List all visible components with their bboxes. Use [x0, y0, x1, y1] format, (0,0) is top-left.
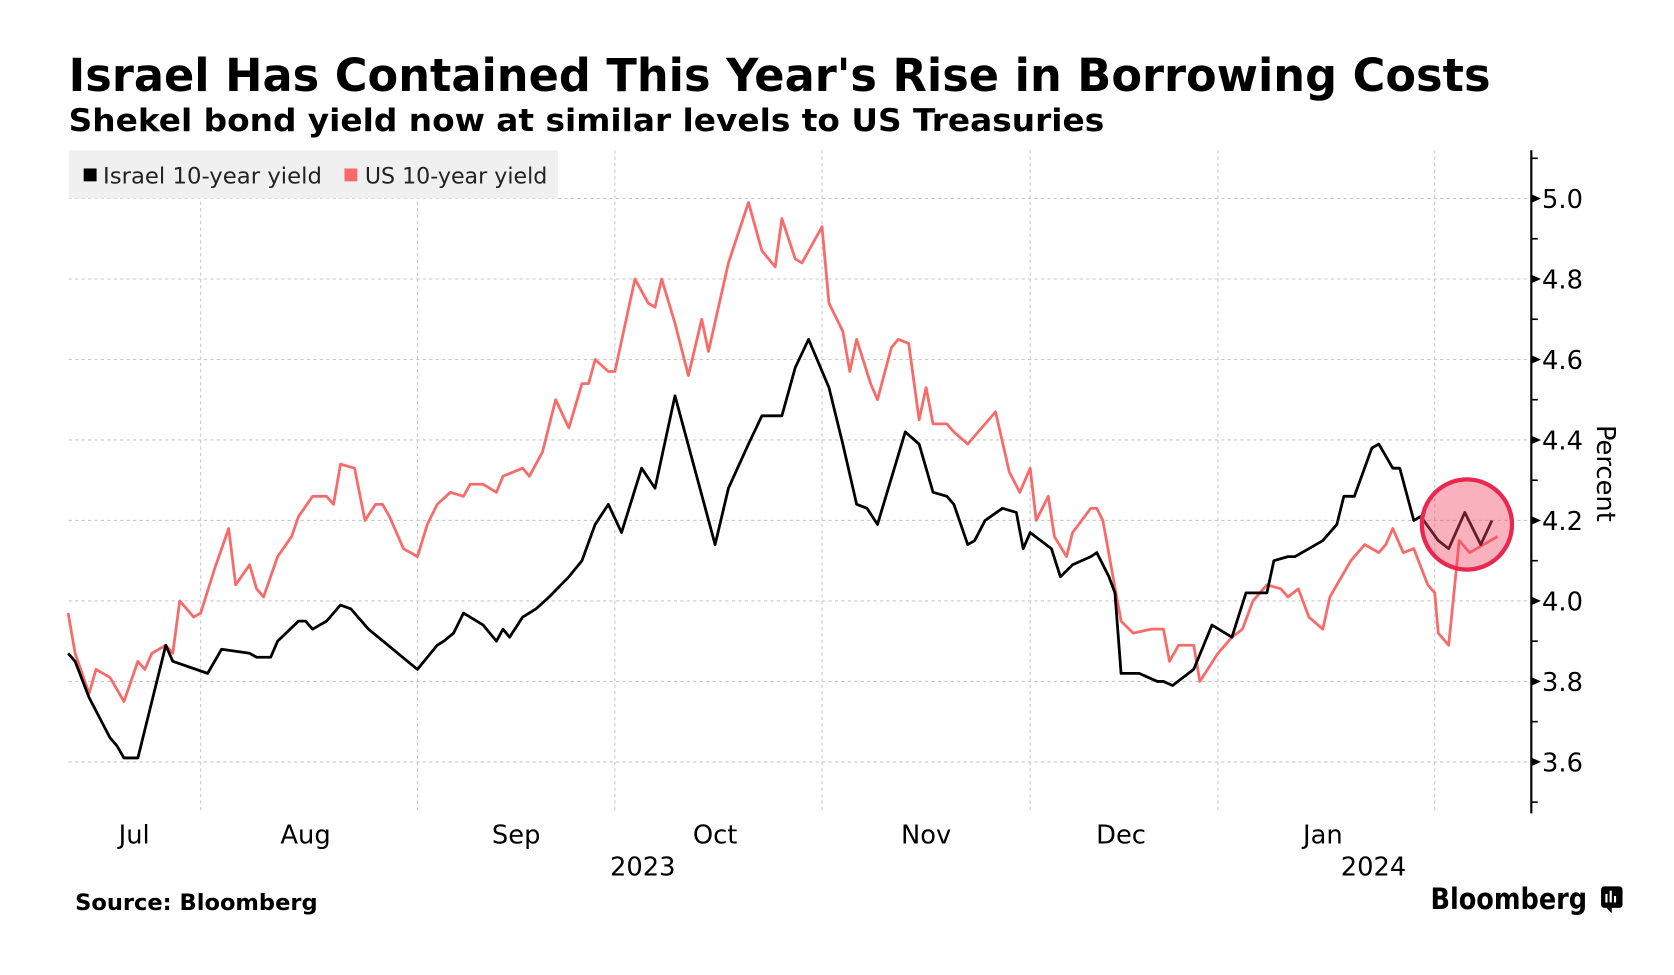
x-tick-label: Nov: [901, 820, 951, 850]
y-axis-label: Percent: [1590, 425, 1620, 522]
y-tick-label: 3.8: [1542, 668, 1583, 698]
x-year-label: 2024: [1341, 853, 1407, 883]
x-tick-label: Jan: [1301, 820, 1343, 850]
annotations: [1419, 477, 1515, 572]
y-tick-label: 3.6: [1542, 749, 1583, 779]
legend-label-israel: Israel 10-year yield: [103, 164, 322, 190]
gridlines: [68, 150, 1532, 814]
y-major-tick: [1531, 757, 1541, 767]
x-axis: Jul Aug Sep Oct Nov Dec Jan 2023 2024: [117, 820, 1407, 882]
x-tick-label: Dec: [1096, 820, 1146, 850]
x-tick-label: Oct: [693, 820, 738, 850]
legend-swatch-us: [344, 168, 358, 182]
x-year-label: 2023: [610, 853, 676, 883]
chart-subtitle: Shekel bond yield now at similar levels …: [69, 103, 1105, 139]
y-tick-label: 4.0: [1542, 588, 1583, 618]
bloomberg-logo-icon: [1601, 886, 1623, 914]
x-tick-label: Sep: [492, 820, 541, 850]
x-tick-label: Jul: [117, 820, 150, 850]
x-tick-label: Aug: [280, 820, 330, 850]
series-line-us: [66, 201, 1499, 703]
series-line-israel: [67, 337, 1494, 760]
source-note: Source: Bloomberg: [75, 890, 318, 916]
y-tick-label: 4.8: [1542, 266, 1583, 296]
legend: Israel 10-year yield US 10-year yield: [68, 150, 559, 199]
y-major-tick: [1531, 355, 1541, 364]
y-major-tick: [1531, 435, 1541, 445]
chart-title: Israel Has Contained This Year's Rise in…: [69, 49, 1491, 102]
y-major-tick: [1531, 194, 1541, 203]
y-major-tick: [1531, 274, 1541, 284]
y-axis: 3.6 3.8 4.0 4.2 4.4 4.6 4.8 5.0: [1530, 150, 1583, 814]
y-tick-label: 4.4: [1542, 427, 1583, 457]
bloomberg-logo: Bloomberg: [1430, 882, 1587, 916]
series-lines: [66, 201, 1499, 760]
legend-background: [68, 150, 559, 199]
legend-swatch-israel: [83, 168, 97, 182]
y-major-tick: [1531, 677, 1541, 686]
y-tick-label: 5.0: [1542, 185, 1583, 215]
y-tick-label: 4.2: [1542, 507, 1583, 537]
legend-label-us: US 10-year yield: [365, 164, 547, 190]
y-tick-label: 4.6: [1542, 346, 1583, 376]
y-major-tick: [1531, 516, 1541, 525]
highlight-circle: [1419, 477, 1515, 572]
y-major-tick: [1531, 596, 1541, 606]
